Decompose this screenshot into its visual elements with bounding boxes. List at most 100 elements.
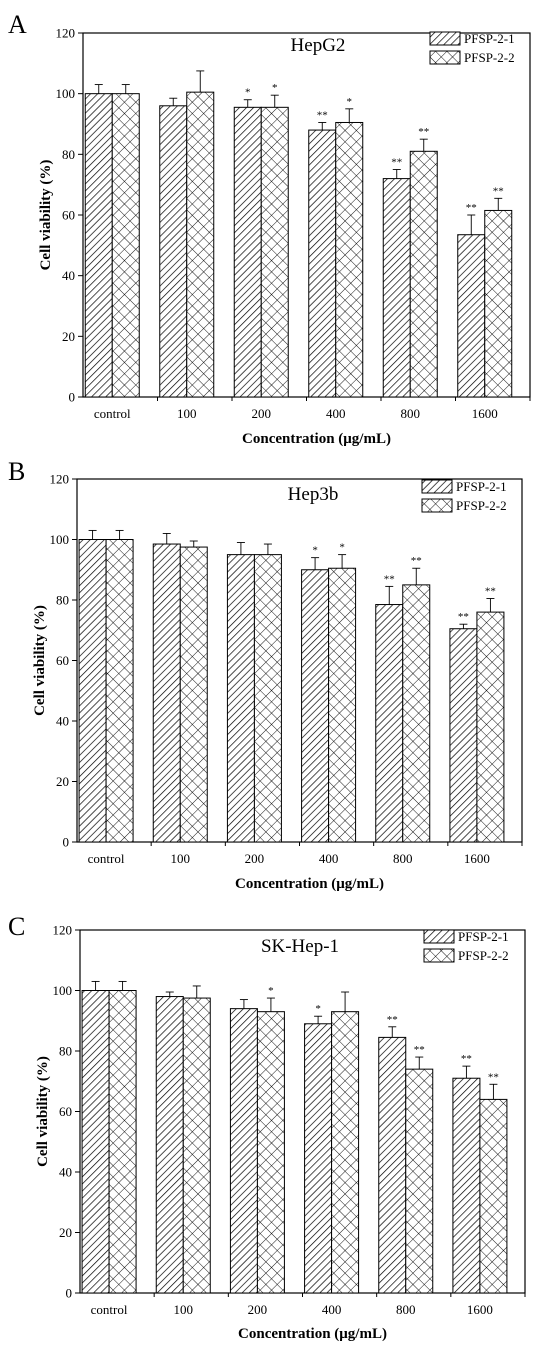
bar-pfsp-2-2	[331, 1011, 360, 1294]
x-tick-label: 200	[248, 1302, 268, 1317]
x-tick-label: 800	[401, 406, 421, 421]
y-tick-label: 120	[50, 472, 70, 487]
significance-label: **	[411, 555, 422, 567]
legend-swatch	[429, 31, 461, 46]
bar-pfsp-2-1	[301, 569, 330, 843]
bar-pfsp-2-1	[152, 543, 181, 843]
bar-pfsp-2-2	[484, 209, 513, 398]
significance-label: **	[418, 126, 429, 138]
legend-swatch	[423, 948, 455, 963]
significance-label: **	[493, 185, 504, 197]
legend-label: PFSP-2-1	[464, 31, 515, 46]
y-tick-label: 100	[50, 532, 70, 547]
legend-swatch	[423, 929, 455, 944]
legend-label: PFSP-2-2	[464, 50, 515, 65]
y-tick-label: 80	[59, 1044, 72, 1059]
y-tick-label: 120	[53, 923, 73, 938]
bar-pfsp-2-2	[476, 611, 505, 843]
y-tick-label: 100	[56, 86, 76, 101]
bar-pfsp-2-1	[155, 996, 184, 1294]
legend-swatch	[421, 479, 453, 494]
significance-label: **	[485, 585, 496, 597]
bar-pfsp-2-2	[405, 1068, 434, 1294]
chart-title: SK-Hep-1	[261, 936, 339, 957]
legend-label: PFSP-2-2	[458, 948, 509, 963]
significance-label: *	[339, 542, 345, 554]
bar-pfsp-2-1	[375, 604, 404, 843]
y-tick-label: 120	[56, 26, 76, 41]
y-tick-label: 60	[59, 1104, 72, 1119]
x-tick-label: 1600	[467, 1302, 493, 1317]
bar-pfsp-2-2	[253, 554, 282, 843]
y-tick-label: 20	[62, 329, 75, 344]
bar-pfsp-2-2	[260, 106, 289, 398]
bar-pfsp-2-1	[382, 178, 411, 398]
chart-title: Hep3b	[288, 484, 339, 505]
y-tick-label: 0	[69, 390, 76, 405]
significance-label: *	[272, 82, 278, 94]
bar-pfsp-2-2	[256, 1011, 285, 1294]
significance-label: *	[312, 545, 318, 557]
chart-panel-c: C SK-Hep-1 0 20 40 60 80 100 120 Cell viability (…	[8, 912, 526, 1342]
bar-pfsp-2-2	[105, 539, 134, 843]
bar-pfsp-2-1	[304, 1023, 333, 1294]
bar-pfsp-2-1	[226, 554, 255, 843]
significance-label: *	[245, 87, 251, 99]
y-tick-label: 40	[56, 714, 69, 729]
chart-title: HepG2	[291, 35, 346, 56]
bar-pfsp-2-2	[182, 997, 211, 1294]
x-tick-label: 200	[245, 851, 265, 866]
y-tick-label: 100	[53, 983, 73, 998]
bar-pfsp-2-2	[328, 567, 357, 843]
legend-label: PFSP-2-1	[456, 479, 507, 494]
y-tick-label: 20	[59, 1225, 72, 1240]
bar-pfsp-2-1	[78, 539, 107, 843]
y-tick-label: 40	[59, 1165, 72, 1180]
x-tick-label: 100	[171, 851, 191, 866]
significance-label: **	[458, 611, 469, 623]
x-tick-label: 400	[326, 406, 346, 421]
significance-label: **	[391, 157, 402, 169]
bar-pfsp-2-2	[179, 546, 208, 843]
bar-pfsp-2-1	[229, 1008, 258, 1294]
x-tick-label: 100	[177, 406, 197, 421]
panel-letter: A	[8, 10, 27, 39]
bar-pfsp-2-1	[457, 234, 486, 398]
y-tick-label: 60	[62, 208, 75, 223]
panel-letter: B	[8, 457, 25, 486]
x-tick-label: control	[91, 1302, 128, 1317]
x-tick-label: 1600	[472, 406, 498, 421]
panel-letter: C	[8, 912, 25, 941]
bar-pfsp-2-1	[452, 1077, 481, 1294]
y-tick-label: 20	[56, 774, 69, 789]
x-tick-label: 1600	[464, 851, 490, 866]
significance-label: **	[317, 109, 328, 121]
legend-swatch	[429, 50, 461, 65]
bar-pfsp-2-1	[84, 93, 113, 398]
y-axis-label: Cell viability (%)	[32, 605, 48, 716]
y-tick-label: 0	[63, 835, 70, 850]
x-tick-label: 400	[322, 1302, 342, 1317]
bar-pfsp-2-1	[233, 106, 262, 398]
x-axis-label: Concentration (μg/mL)	[235, 876, 384, 892]
bar-pfsp-2-2	[335, 121, 364, 398]
bar-pfsp-2-2	[409, 150, 438, 398]
x-tick-label: 400	[319, 851, 339, 866]
significance-label: *	[347, 96, 353, 108]
bar-pfsp-2-1	[449, 628, 478, 843]
y-axis-label: Cell viability (%)	[35, 1056, 51, 1167]
bar-pfsp-2-2	[402, 584, 431, 843]
bar-pfsp-2-1	[81, 990, 110, 1294]
x-tick-label: control	[94, 406, 131, 421]
significance-label: **	[488, 1071, 499, 1083]
significance-label: **	[461, 1053, 472, 1065]
y-tick-label: 80	[62, 147, 75, 162]
bar-pfsp-2-2	[186, 91, 215, 398]
significance-label: **	[466, 202, 477, 214]
legend-label: PFSP-2-2	[456, 498, 507, 513]
y-tick-label: 80	[56, 593, 69, 608]
bar-pfsp-2-1	[308, 129, 337, 398]
legend-label: PFSP-2-1	[458, 929, 509, 944]
bar-pfsp-2-2	[111, 93, 140, 398]
significance-label: **	[414, 1044, 425, 1056]
